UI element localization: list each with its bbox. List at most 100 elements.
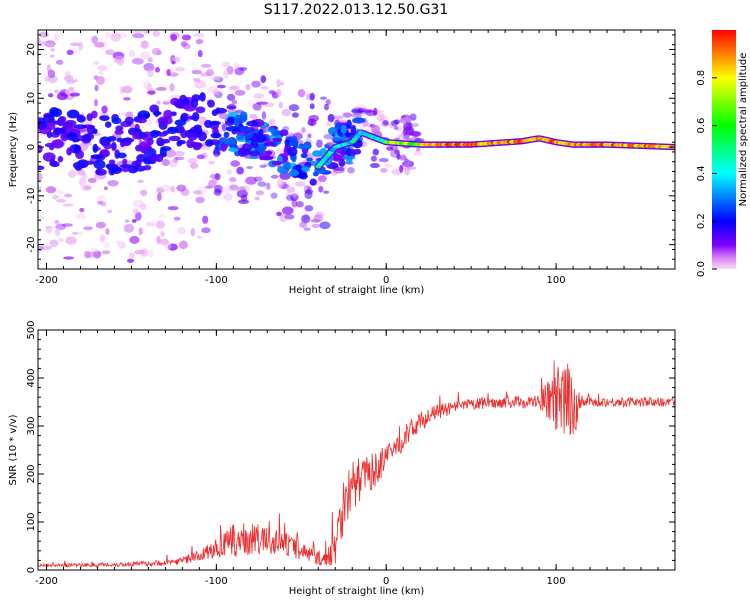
spectral-blob	[276, 211, 282, 217]
spectral-blob	[137, 179, 144, 184]
spectral-blob	[158, 214, 166, 218]
spectral-blob	[95, 221, 106, 229]
spectral-blob	[176, 184, 187, 192]
colorbar-tick-label: 0.8	[696, 70, 707, 86]
snr-xtick-label: 0	[383, 576, 389, 587]
spectral-blob	[332, 115, 344, 120]
spectral-blob	[191, 111, 200, 122]
spectral-blob	[304, 205, 314, 212]
spectral-blob	[254, 134, 267, 143]
spectral-blob	[72, 161, 85, 170]
spectral-blob	[155, 153, 164, 163]
spectral-blob	[327, 113, 335, 123]
spectral-blob	[97, 200, 104, 205]
spectral-blob	[99, 115, 110, 121]
spectral-blob	[201, 227, 211, 234]
spectral-blob	[300, 153, 308, 159]
spectral-blob	[221, 123, 228, 132]
spectral-blob	[249, 113, 258, 120]
spectral-blob	[61, 223, 73, 227]
spectral-blob	[139, 203, 147, 211]
spectral-blob	[96, 65, 109, 71]
spectral-blob	[286, 186, 296, 193]
spectral-blob	[119, 86, 125, 94]
spectral-blob	[105, 163, 115, 170]
spectral-blob	[169, 94, 182, 99]
spectral-blob	[103, 186, 108, 191]
spectral-blob	[71, 48, 81, 54]
spectral-blob	[277, 178, 285, 188]
spectral-blob	[73, 144, 80, 154]
spec-xtick-label: -100	[205, 275, 228, 286]
spectral-blob	[291, 198, 298, 208]
colorbar-label: Normalized spectral amplitude	[738, 53, 749, 207]
colorbar-tick-label: 0.2	[696, 213, 707, 229]
spectral-blob	[404, 166, 411, 176]
spectral-blob	[342, 112, 353, 118]
spectral-blob	[82, 226, 93, 231]
spectral-blob	[268, 90, 276, 95]
spectral-blob	[56, 92, 68, 101]
spectral-blob	[195, 38, 204, 45]
spectral-blob	[383, 163, 393, 168]
spectral-blob	[87, 177, 97, 183]
spectral-blob	[196, 186, 207, 195]
spec-xtick-label: 100	[547, 275, 566, 286]
snr-ytick-label: 100	[26, 512, 37, 531]
spectral-blob	[338, 158, 346, 167]
spectral-blob	[304, 189, 314, 195]
spectral-blob	[199, 92, 206, 102]
spectral-blob	[72, 137, 78, 143]
snr-xtick-label: -100	[205, 576, 228, 587]
snr-ytick-label: 400	[26, 368, 37, 387]
spectral-blob	[386, 146, 394, 151]
spectral-blob	[151, 47, 162, 56]
spectral-blob	[212, 88, 220, 95]
spectral-blob	[228, 85, 241, 91]
spectral-blob	[69, 92, 81, 97]
spectral-blob	[236, 166, 245, 175]
spectral-blob	[77, 231, 84, 237]
spectral-blob	[404, 114, 412, 121]
spectral-blob	[115, 240, 121, 244]
spectral-blob	[76, 169, 86, 176]
snr-line-panel: -200 -100 0 100 0 100 200 300 400 500 Height of st…	[8, 320, 676, 597]
spectral-blob	[309, 103, 315, 110]
spectral-blob	[270, 174, 279, 179]
spectral-blob	[333, 153, 341, 162]
spectral-blob	[126, 258, 135, 263]
spectral-blob	[197, 131, 207, 142]
spectral-blob	[193, 32, 205, 38]
spectral-blob	[173, 19, 183, 25]
spectral-blob	[57, 190, 65, 195]
spectral-blob	[241, 142, 253, 152]
spectral-blob	[313, 214, 324, 223]
spectral-blob	[101, 105, 108, 114]
spectral-blob	[169, 83, 175, 92]
spectral-blob	[284, 138, 290, 146]
spectral-blob	[58, 115, 67, 123]
spectral-blob	[140, 51, 152, 60]
spectral-blob	[294, 181, 306, 187]
spectral-blob	[262, 102, 275, 108]
spectral-blob	[170, 185, 176, 193]
spectral-blob	[50, 54, 55, 58]
spectral-blob	[94, 84, 99, 92]
spectral-blob	[236, 186, 247, 196]
spectral-blob	[147, 68, 154, 78]
spectral-blob	[155, 220, 165, 229]
spectral-blob	[295, 201, 304, 208]
spectral-blob	[180, 129, 188, 139]
spectral-blob	[218, 195, 226, 199]
spectral-blob	[278, 101, 283, 109]
spectral-blob	[399, 117, 410, 124]
spectral-blob	[214, 173, 221, 181]
spectral-blob	[301, 167, 311, 173]
spectral-blob	[414, 138, 425, 143]
spectral-blob	[44, 76, 50, 82]
spectral-blob	[223, 192, 233, 201]
spectral-blob	[357, 107, 368, 115]
spectral-blob	[74, 213, 87, 220]
spectral-blob	[205, 68, 214, 77]
